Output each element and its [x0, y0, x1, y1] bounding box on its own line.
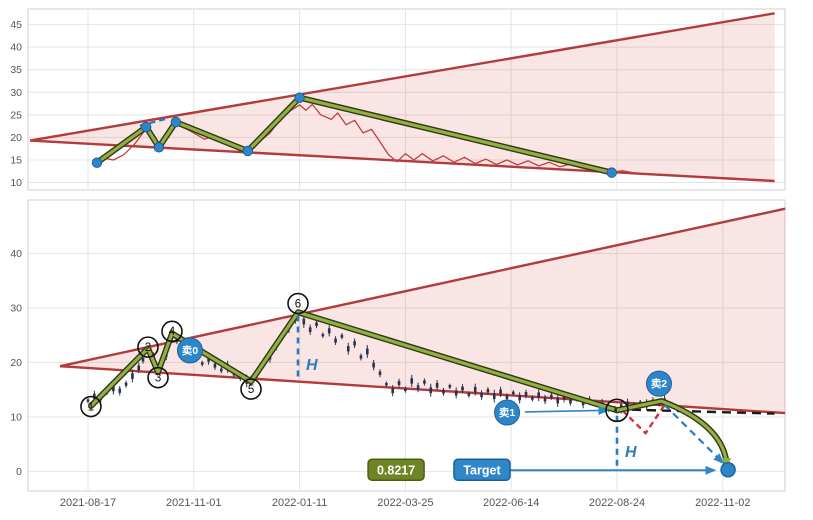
pivot-number-circle[interactable]	[80, 395, 102, 418]
sell-marker-label: 卖2	[651, 377, 667, 390]
x-tick-label: 2022-11-02	[695, 497, 750, 509]
y-tick-label: 40	[10, 248, 22, 260]
y-tick-label: 20	[10, 357, 22, 369]
y-tick-label: 0	[16, 466, 22, 478]
x-tick-label: 2022-06-14	[483, 497, 539, 509]
trend-upper-line[interactable]	[29, 12, 775, 142]
pivot-number-label: 1	[88, 401, 94, 413]
x-tick-label: 2022-08-24	[589, 497, 645, 509]
pivot-number-circle[interactable]	[240, 378, 262, 400]
target-label[interactable]	[453, 458, 511, 482]
sell-marker[interactable]	[176, 337, 203, 364]
sell-marker-label: 卖0	[182, 344, 198, 357]
y-tick-label: 30	[10, 87, 22, 99]
pivot-number-label: 5	[248, 384, 254, 396]
h-label: H	[306, 357, 318, 374]
sell-marker-label: 卖1	[499, 406, 515, 419]
pivot-number-circle[interactable]	[137, 336, 159, 358]
zigzag-line[interactable]	[89, 310, 619, 412]
pivot-number-circle[interactable]	[605, 398, 629, 423]
projection-curve[interactable]	[616, 399, 732, 469]
pivot-number-circle[interactable]	[287, 292, 309, 315]
pivot-dot[interactable]	[91, 157, 103, 168]
price-value-label[interactable]	[367, 458, 425, 482]
pivot-number-circle[interactable]	[161, 320, 183, 343]
red-dashed-pattern[interactable]	[621, 402, 667, 435]
pivot-number-label: 6	[295, 298, 301, 310]
sell-marker[interactable]	[494, 399, 521, 426]
pivot-dot[interactable]	[242, 145, 253, 157]
pivot-dot[interactable]	[294, 92, 305, 103]
y-tick-label: 45	[10, 19, 22, 31]
y-tick-label: 30	[10, 302, 22, 314]
sell-marker[interactable]	[645, 370, 672, 397]
y-tick-label: 25	[10, 109, 22, 121]
y-tick-label: 10	[10, 411, 22, 423]
grid	[28, 200, 785, 491]
x-tick-label: 2021-08-17	[60, 497, 116, 509]
black-dashed-projection[interactable]	[616, 408, 775, 415]
pivot-dot[interactable]	[606, 167, 617, 178]
y-tick-label: 35	[10, 64, 22, 76]
h-label: H	[625, 444, 637, 461]
y-tick-label: 20	[10, 132, 22, 144]
x-tick-label: 2021-11-01	[166, 497, 221, 509]
overview-chart-panel: 10 15 20 25 30 35 40 45	[10, 8, 786, 191]
target-label-text: Target	[463, 463, 501, 477]
y-tick-label: 15	[10, 154, 22, 166]
pivot-dot[interactable]	[170, 116, 182, 128]
y-tick-label: 40	[10, 42, 22, 54]
pivot-dot[interactable]	[153, 142, 165, 153]
pivot-number-label: 2	[145, 342, 151, 354]
x-tick-label: 2022-01-11	[272, 497, 327, 509]
pivot-number-label: 4	[169, 326, 176, 338]
pivot-number-circle[interactable]	[147, 366, 169, 389]
x-tick-label: 2022-03-25	[377, 497, 433, 509]
y-tick-label: 10	[10, 177, 22, 189]
main-chart-panel: 0 10 20 30 40 2021-08-17 2021-11-01 2022-01-11 2…	[10, 199, 786, 509]
price-value-label-text: 0.8217	[377, 463, 415, 477]
wedge-fill	[60, 208, 786, 414]
measured-move-dashed-arrow[interactable]	[663, 404, 725, 465]
target-dot[interactable]	[720, 461, 736, 478]
sell1-pointer-arrow[interactable]	[524, 406, 610, 416]
pivot-dot[interactable]	[140, 121, 152, 133]
pivot-number-label: 3	[155, 372, 161, 384]
